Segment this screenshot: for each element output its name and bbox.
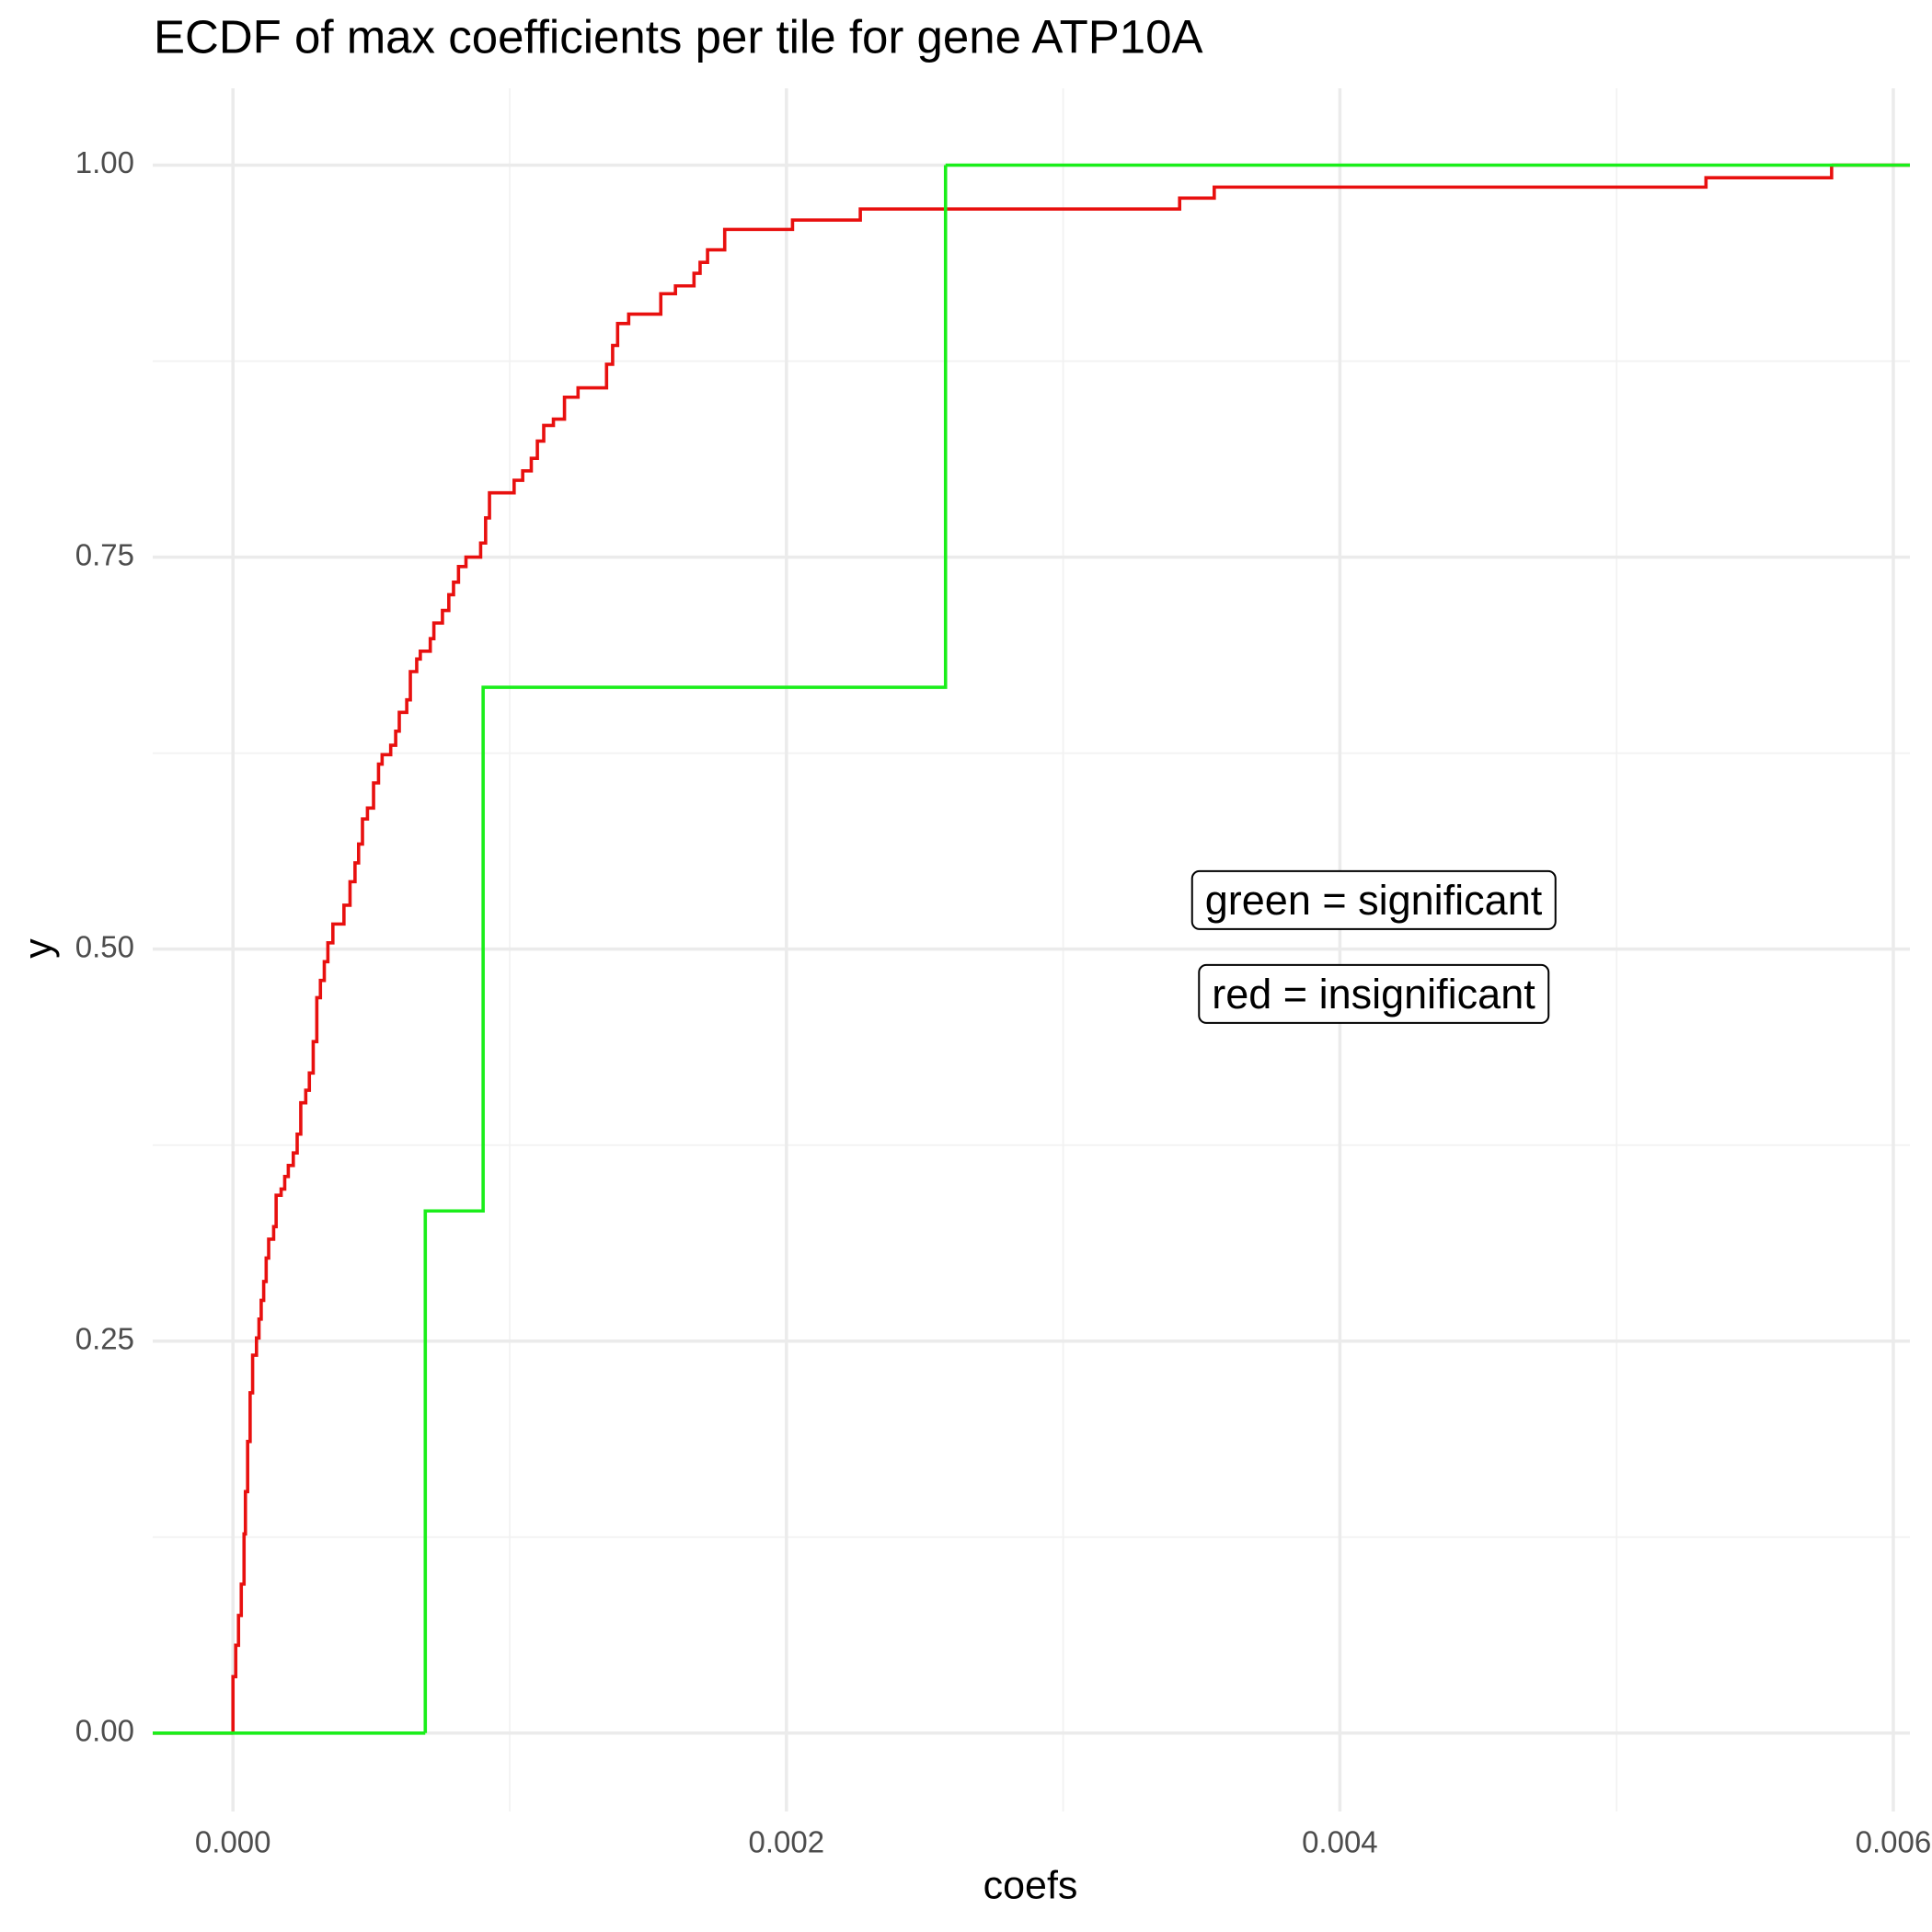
- x-tick-label: 0.000: [195, 1825, 271, 1859]
- annotation-box: [1190, 869, 1557, 930]
- x-tick-label: 0.002: [749, 1825, 825, 1859]
- annotation-text: red = insignificant: [1212, 971, 1535, 1018]
- y-tick-label: 0.25: [75, 1321, 134, 1355]
- x-axis-title: coefs: [983, 1863, 1078, 1907]
- y-tick-label: 0.50: [75, 929, 134, 963]
- y-axis-title: y: [16, 938, 60, 959]
- y-tick-label: 0.75: [75, 537, 134, 571]
- annotation-text: green = significant: [1205, 877, 1543, 924]
- y-tick-label: 1.00: [75, 145, 134, 179]
- x-tick-label: 0.004: [1302, 1825, 1378, 1859]
- annotation: green = significant: [1190, 869, 1557, 930]
- chart-title: ECDF of max coefficients per tile for ge…: [154, 10, 1202, 63]
- annotation-box: [1198, 963, 1550, 1024]
- ecdf-line: [423, 165, 948, 1733]
- x-tick-label: 0.006: [1856, 1825, 1932, 1859]
- series: [153, 163, 1910, 1735]
- annotation: red = insignificant: [1198, 963, 1550, 1024]
- y-tick-label: 0.00: [75, 1714, 134, 1748]
- ecdf-line: [231, 165, 1834, 1733]
- grid: [153, 88, 1910, 1811]
